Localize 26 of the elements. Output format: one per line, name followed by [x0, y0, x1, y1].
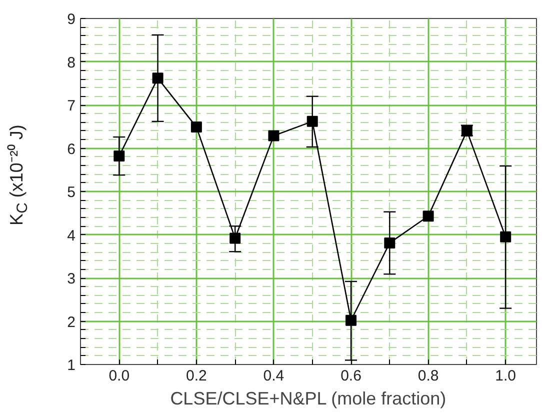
y-tick-label: 5 — [67, 184, 76, 201]
point — [114, 150, 125, 162]
point — [500, 231, 512, 242]
point — [190, 122, 202, 133]
x-tick-label: 0.6 — [340, 368, 362, 384]
point — [422, 210, 434, 222]
point — [306, 116, 318, 127]
x-tick-label: 0.4 — [263, 368, 284, 384]
y-tick-label: 2 — [67, 314, 76, 331]
point — [268, 130, 280, 142]
y-tick-label: 8 — [67, 54, 76, 72]
x-tick-label: 0.0 — [108, 368, 130, 384]
x-axis-title: CLSE/CLSE+N&PL (mole fraction) — [170, 388, 446, 408]
point — [230, 232, 241, 244]
y-tick-label: 6 — [67, 140, 76, 158]
point — [152, 72, 164, 84]
y-tick-label: 4 — [67, 227, 76, 244]
point — [346, 314, 357, 326]
x-tick-label: 0.8 — [418, 368, 439, 384]
x-tick-label: 1.0 — [495, 368, 516, 384]
y-tick-label: 1 — [67, 357, 76, 374]
point — [384, 237, 396, 248]
y-tick-label: 3 — [67, 270, 76, 288]
y-tick-label: 9 — [67, 11, 76, 28]
y-tick-label: 7 — [67, 98, 76, 114]
x-tick-label: 0.2 — [186, 368, 207, 384]
